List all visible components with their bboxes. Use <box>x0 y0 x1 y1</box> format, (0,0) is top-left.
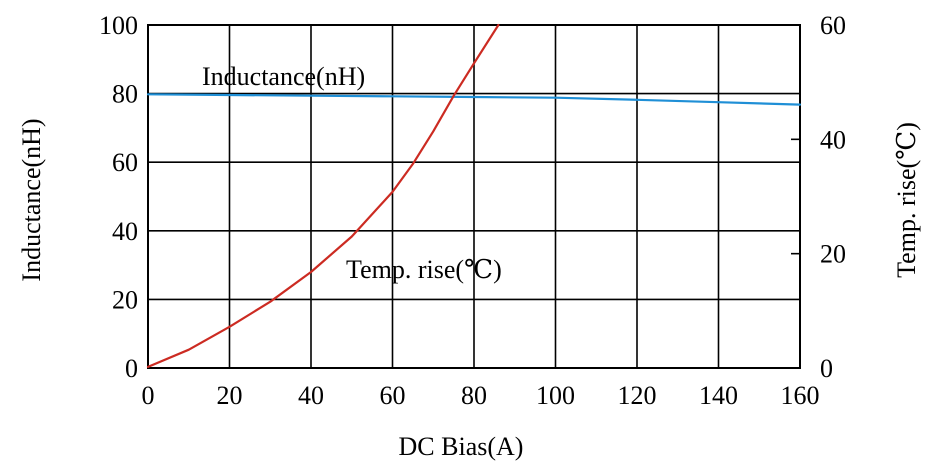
y-axis-label-left: Inductance(nH) <box>17 118 46 281</box>
y-left-tick-label: 80 <box>112 80 138 109</box>
x-axis-label: DC Bias(A) <box>399 432 524 461</box>
y-right-tick-label: 60 <box>820 11 846 40</box>
x-tick-label: 20 <box>217 381 243 410</box>
series-lines <box>146 23 802 368</box>
axes <box>147 24 801 369</box>
x-tick-label: 160 <box>781 381 820 410</box>
y-right-tick-label: 40 <box>820 125 846 154</box>
y-left-tick-label: 40 <box>112 217 138 246</box>
x-tick-label: 0 <box>142 381 155 410</box>
plot-frame <box>147 24 801 369</box>
x-tick-label: 100 <box>536 381 575 410</box>
x-tick-label: 60 <box>380 381 406 410</box>
x-tick-label: 80 <box>461 381 487 410</box>
x-tick-label: 120 <box>618 381 657 410</box>
series-line-inductance <box>146 93 802 106</box>
y-right-tick-label: 20 <box>820 240 846 269</box>
series-line-temp-rise <box>146 23 500 368</box>
y-left-tick-label: 60 <box>112 148 138 177</box>
y-left-tick-label: 20 <box>112 285 138 314</box>
y-left-tick-label: 100 <box>99 11 138 40</box>
x-tick-label: 140 <box>699 381 738 410</box>
y-axis-label-right: Temp. rise(℃) <box>892 122 921 278</box>
x-tick-label: 40 <box>298 381 324 410</box>
series-label-temp-rise: Temp. rise(℃) <box>346 255 502 284</box>
y-right-tick-label: 0 <box>820 354 833 383</box>
y-left-tick-label: 0 <box>125 354 138 383</box>
series-label-inductance: Inductance(nH) <box>202 62 365 91</box>
